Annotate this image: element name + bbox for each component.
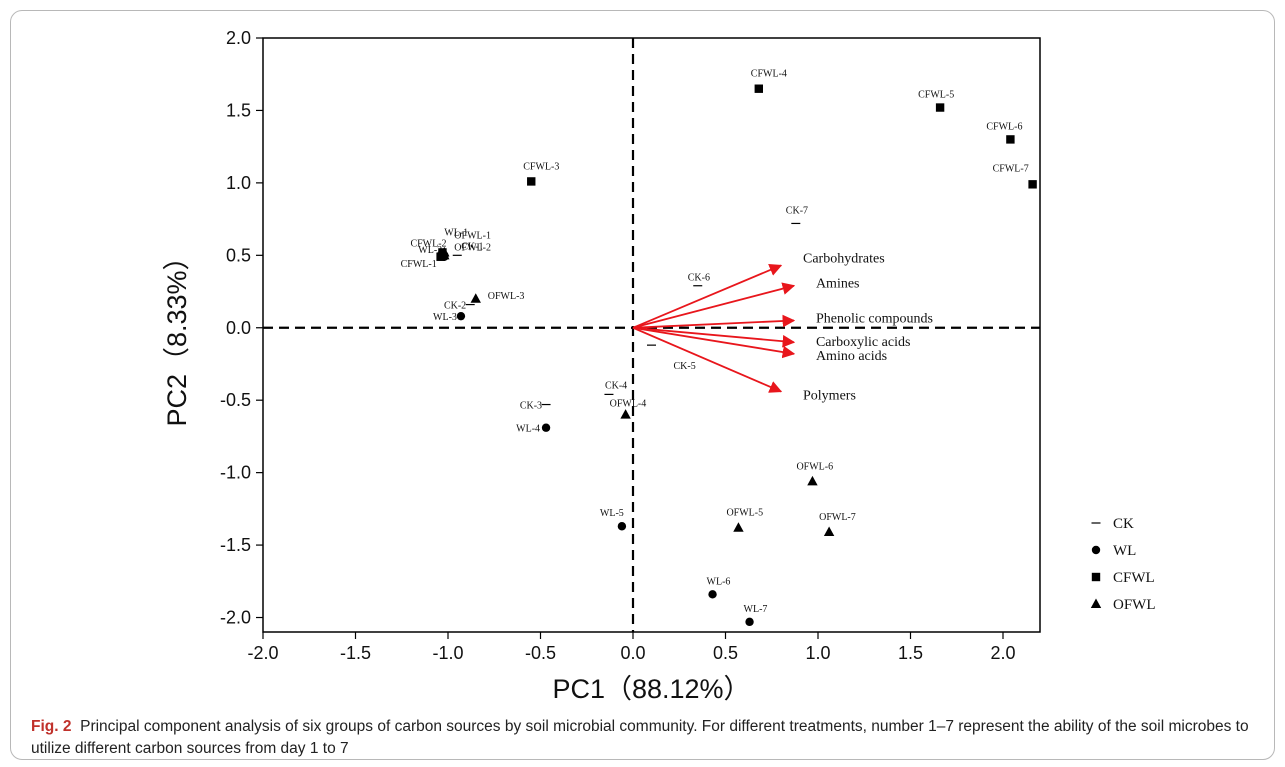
point-label-ofwl-1: OFWL-1 (454, 230, 491, 241)
y-axis-title: PC2（8.33%） (162, 243, 192, 426)
series-wl: WL-1WL-2 WL-3 WL-4 WL-5 WL-6 WL-7 (418, 227, 768, 627)
point-label-ck-4: CK-4 (605, 380, 627, 391)
vector-polymers (632, 326, 783, 393)
y-tick-label: -1.0 (220, 463, 251, 483)
point-ofwl-4 (620, 409, 631, 419)
point-label-cfwl-6: CFWL-6 (986, 121, 1022, 132)
x-axis-title: PC1（88.12%） (552, 674, 750, 704)
x-tick-label: 0.5 (713, 643, 738, 663)
pca-biplot: -2.0 -1.5 -1.0 -0.5 0.0 0.5 1.0 1.5 2.0 -2.0 -1.5 -… (162, 28, 1156, 704)
point-label-ck-6: CK-6 (688, 273, 710, 284)
point-label-wl-5: WL-5 (600, 508, 624, 519)
point-cfwl-5 (935, 103, 945, 112)
vector-label-phenolic-compounds: Phenolic compounds (816, 312, 933, 327)
vector-phenolic-compounds (632, 314, 796, 329)
x-tick-label: -1.0 (432, 643, 463, 663)
vector-label-amines: Amines (816, 277, 860, 292)
point-cfwl-7 (1028, 180, 1037, 189)
series-cfwl: CFWL-1 CFWL-2 CFWL-3 CFWL-4 CFWL-5 CFWL-6 CFWL… (401, 69, 1037, 270)
point-label-wl-1: WL-1 (444, 227, 468, 238)
legend-marker-cfwl (1091, 572, 1101, 582)
point-wl-6 (708, 590, 717, 599)
legend-marker-wl (1091, 545, 1101, 555)
point-label-wl-4: WL-4 (516, 424, 540, 435)
point-ofwl-6 (807, 475, 818, 486)
point-label-cfwl-5: CFWL-5 (918, 90, 954, 101)
point-label-cfwl-4: CFWL-4 (751, 69, 787, 80)
point-label-wl-6: WL-6 (707, 576, 731, 587)
point-label-ck-3: CK-3 (520, 401, 542, 412)
point-wl-3 (456, 311, 466, 321)
plot-area (262, 37, 1041, 633)
point-label-cfwl-3: CFWL-3 (523, 161, 559, 172)
legend-label-wl: WL (1113, 543, 1136, 559)
series-ck: CK-1 CK-2 CK-3 CK-4 CK-5 CK-6 CK-7 (444, 205, 808, 411)
point-label-wl-3: WL-3 (433, 312, 457, 323)
point-label-cfwl-7: CFWL-7 (993, 163, 1029, 174)
vector-label-carboxylic-acids: Carboxylic acids (816, 335, 910, 350)
legend-label-ck: CK (1113, 516, 1134, 532)
legend-marker-ofwl (1090, 598, 1102, 608)
vector-amino-acids (632, 326, 796, 359)
point-label-ofwl-3: OFWL-3 (488, 291, 525, 302)
x-tick-label: -2.0 (247, 643, 278, 663)
y-tick-label: -1.5 (220, 535, 251, 555)
x-tick-label: 0.0 (620, 643, 645, 663)
legend-label-ofwl: OFWL (1113, 597, 1156, 613)
point-ofwl-2 (439, 249, 450, 260)
legend-label-cfwl: CFWL (1113, 570, 1155, 586)
point-label-wl-7: WL-7 (744, 604, 768, 615)
point-label-ofwl-2: OFWL-2 (454, 242, 491, 253)
vector-label-polymers: Polymers (803, 389, 856, 404)
vector-carbohydrates (632, 264, 783, 329)
point-wl-4 (541, 423, 551, 432)
figure-caption: Fig. 2 Principal component analysis of s… (31, 716, 1271, 760)
point-wl-5 (617, 522, 627, 531)
y-tick-label: 0.5 (226, 245, 251, 265)
x-tick-label: -1.5 (340, 643, 371, 663)
point-label-ck-1: CK-1 (461, 241, 483, 252)
vector-amines (632, 282, 796, 329)
y-tick-label: 0.0 (226, 318, 251, 338)
x-tick-label: 2.0 (990, 643, 1015, 663)
y-tick-label: 1.0 (226, 173, 251, 193)
x-tick-label: 1.0 (805, 643, 830, 663)
caption-label: Fig. 2 (31, 718, 72, 735)
point-label-wl-2: WL-2 (418, 245, 442, 256)
y-tick-label: 1.5 (226, 100, 251, 120)
vector-label-carbohydrates: Carbohydrates (803, 251, 885, 266)
point-label-ck-2: CK-2 (444, 301, 466, 312)
point-ofwl-3 (470, 293, 481, 303)
point-cfwl-4 (754, 84, 763, 93)
y-tick-label: 2.0 (226, 28, 251, 48)
point-ofwl-7 (823, 526, 835, 537)
point-label-ck-7: CK-7 (786, 205, 808, 216)
figure-frame: -2.0 -1.5 -1.0 -0.5 0.0 0.5 1.0 1.5 2.0 -2.0 -1.5 -… (10, 10, 1275, 760)
point-label-ofwl-6: OFWL-6 (796, 461, 833, 472)
point-label-cfwl-1: CFWL-1 (401, 259, 437, 270)
point-cfwl-6 (1006, 135, 1015, 144)
x-tick-label: 1.5 (898, 643, 923, 663)
y-tick-label: -0.5 (220, 390, 251, 410)
point-label-cfwl-2: CFWL-2 (410, 238, 446, 249)
point-ofwl-5 (733, 522, 744, 532)
point-cfwl-3 (527, 177, 536, 186)
point-label-ofwl-5: OFWL-5 (726, 508, 763, 519)
point-wl-7 (745, 617, 754, 627)
caption-text: Principal component analysis of six grou… (31, 718, 1249, 757)
point-label-ck-5: CK-5 (674, 361, 696, 372)
x-tick-label: -0.5 (525, 643, 556, 663)
y-tick-label: -2.0 (220, 608, 251, 628)
vector-label-amino-acids: Amino acids (816, 349, 887, 364)
vector-carboxylic-acids (632, 326, 796, 348)
point-label-ofwl-7: OFWL-7 (819, 512, 856, 523)
point-label-ofwl-4: OFWL-4 (610, 399, 647, 410)
